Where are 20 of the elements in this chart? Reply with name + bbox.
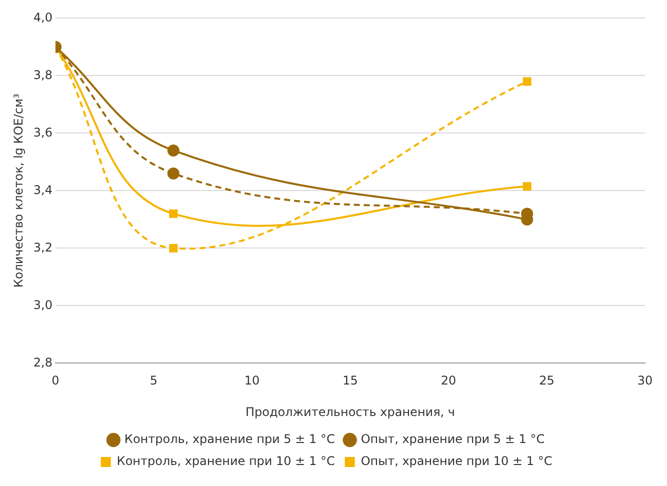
y-axis-title: Количество клеток, lg КОЕ/см³ [11, 94, 26, 288]
y-tick-label: 3,4 [33, 182, 52, 197]
legend-label: Опыт, хранение при 10 ± 1 °C [360, 454, 552, 468]
y-tick-label: 2,8 [33, 355, 52, 370]
legend-label: Контроль, хранение при 5 ± 1 °C [124, 432, 335, 446]
y-tick-label: 3,8 [33, 68, 52, 82]
x-tick-label: 15 [342, 374, 358, 388]
y-tick-label: 3,0 [33, 298, 52, 312]
x-tick-label: 25 [539, 374, 554, 388]
x-axis-title: Продолжительность хранения, ч [245, 404, 456, 419]
x-tick-label: 30 [637, 374, 653, 388]
y-tick-label: 3,2 [33, 240, 52, 254]
x-tick-label: 10 [244, 374, 260, 388]
y-tick-label: 4,0 [33, 10, 52, 24]
legend-label: Опыт, хранение при 5 ± 1 °C [360, 432, 545, 446]
x-tick-label: 0 [52, 374, 60, 388]
y-tick-label: 3,6 [33, 125, 52, 140]
x-tick-label: 5 [150, 374, 158, 388]
legend-label: Контроль, хранение при 10 ± 1 °C [116, 454, 335, 468]
x-tick-label: 20 [440, 374, 456, 388]
